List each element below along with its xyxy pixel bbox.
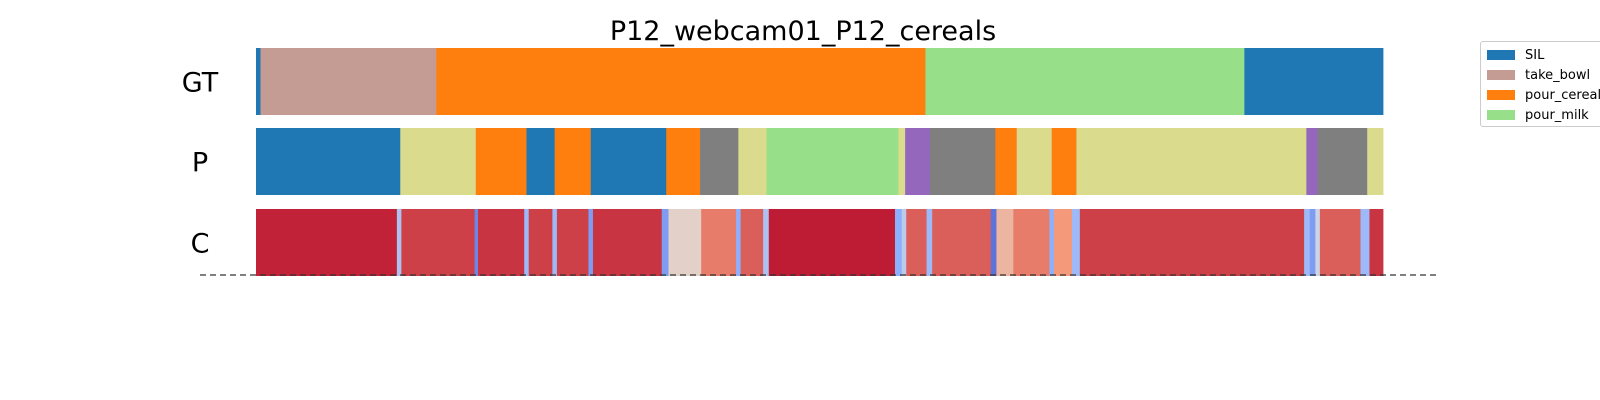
confidence-cell: [1079, 209, 1305, 276]
segment-p-khaki: [1016, 128, 1053, 195]
legend-swatch: [1487, 90, 1515, 100]
confidence-cell: [668, 209, 702, 276]
segment-p-SIL: [526, 128, 556, 195]
confidence-cell: [906, 209, 927, 276]
confidence-cell: [990, 209, 997, 276]
confidence-cell: [926, 209, 933, 276]
confidence-cell: [901, 209, 907, 276]
confidence-cell: [396, 209, 402, 276]
segment-p-pour-cereals: [666, 128, 701, 195]
confidence-cell: [1369, 209, 1384, 276]
confidence-cell: [996, 209, 1014, 276]
confidence-cell: [1053, 209, 1073, 276]
confidence-cell: [768, 209, 896, 276]
segment-gt-pour-milk: [925, 48, 1245, 115]
legend-item-pour-milk: pour_milk: [1487, 105, 1589, 125]
segment-p-purple: [1306, 128, 1319, 195]
segment-p-SIL: [590, 128, 667, 195]
legend-item-take-bowl: take_bowl: [1487, 65, 1590, 85]
segment-p-gray: [929, 128, 996, 195]
confidence-cell: [592, 209, 663, 276]
segment-p-khaki: [1076, 128, 1307, 195]
confidence-cell: [528, 209, 553, 276]
segment-p-pour-milk: [766, 128, 899, 195]
row-label-c: C: [191, 229, 210, 260]
confidence-cell: [524, 209, 530, 276]
confidence-cell: [932, 209, 992, 276]
row-label-gt: GT: [182, 68, 219, 99]
confidence-cell: [1360, 209, 1370, 276]
confidence-cell: [1309, 209, 1316, 276]
segment-gt-pour-cereals: [436, 48, 926, 115]
segment-p-khaki: [738, 128, 767, 195]
confidence-cell: [701, 209, 737, 276]
segment-p-khaki: [400, 128, 477, 195]
confidence-cell: [474, 209, 479, 276]
segment-p-SIL: [256, 128, 401, 195]
confidence-cell: [1319, 209, 1361, 276]
legend-label: SIL: [1525, 47, 1545, 63]
confidence-cell: [552, 209, 558, 276]
confidence-cell: [661, 209, 669, 276]
segment-p-pour-cereals: [1051, 128, 1077, 195]
segment-p-pour-cereals: [554, 128, 592, 195]
legend-swatch: [1487, 110, 1515, 120]
confidence-cell: [763, 209, 770, 276]
confidence-cell: [556, 209, 589, 276]
legend-label: pour_cereals: [1525, 87, 1600, 103]
legend-item-sil: SIL: [1487, 45, 1544, 65]
legend-label: pour_milk: [1525, 107, 1589, 123]
confidence-cell: [1013, 209, 1050, 276]
chart-title: P12_webcam01_P12_cereals: [610, 16, 996, 47]
confidence-cell: [740, 209, 764, 276]
segment-gt-SIL: [256, 48, 261, 115]
segment-p-khaki: [1367, 128, 1384, 195]
confidence-cell: [1304, 209, 1311, 276]
segment-gt-take-bowl: [260, 48, 437, 115]
confidence-cell: [588, 209, 594, 276]
segment-p-gray: [1317, 128, 1368, 195]
confidence-cell: [478, 209, 525, 276]
legend-item-pour-cereals: pour_cereals: [1487, 85, 1600, 105]
segment-p-pour-cereals: [995, 128, 1018, 195]
confidence-cell: [1071, 209, 1081, 276]
confidence-cell: [895, 209, 903, 276]
confidence-cell: [401, 209, 476, 276]
timeline-rows: GT P C: [182, 48, 1384, 276]
segment-p-purple: [905, 128, 931, 195]
row-label-p: P: [192, 148, 208, 179]
legend-swatch: [1487, 70, 1515, 80]
segment-p-khaki: [898, 128, 906, 195]
segment-gt-SIL: [1244, 48, 1384, 115]
segment-p-pour-cereals: [475, 128, 527, 195]
confidence-cell: [1315, 209, 1321, 276]
segment-p-gray: [700, 128, 739, 195]
confidence-cell: [256, 209, 398, 276]
legend: SIL take_bowl pour_cereals pour_milk: [1480, 41, 1600, 127]
legend-swatch: [1487, 50, 1515, 60]
legend-label: take_bowl: [1525, 67, 1591, 83]
confidence-cell: [736, 209, 742, 276]
confidence-cell: [1049, 209, 1055, 276]
